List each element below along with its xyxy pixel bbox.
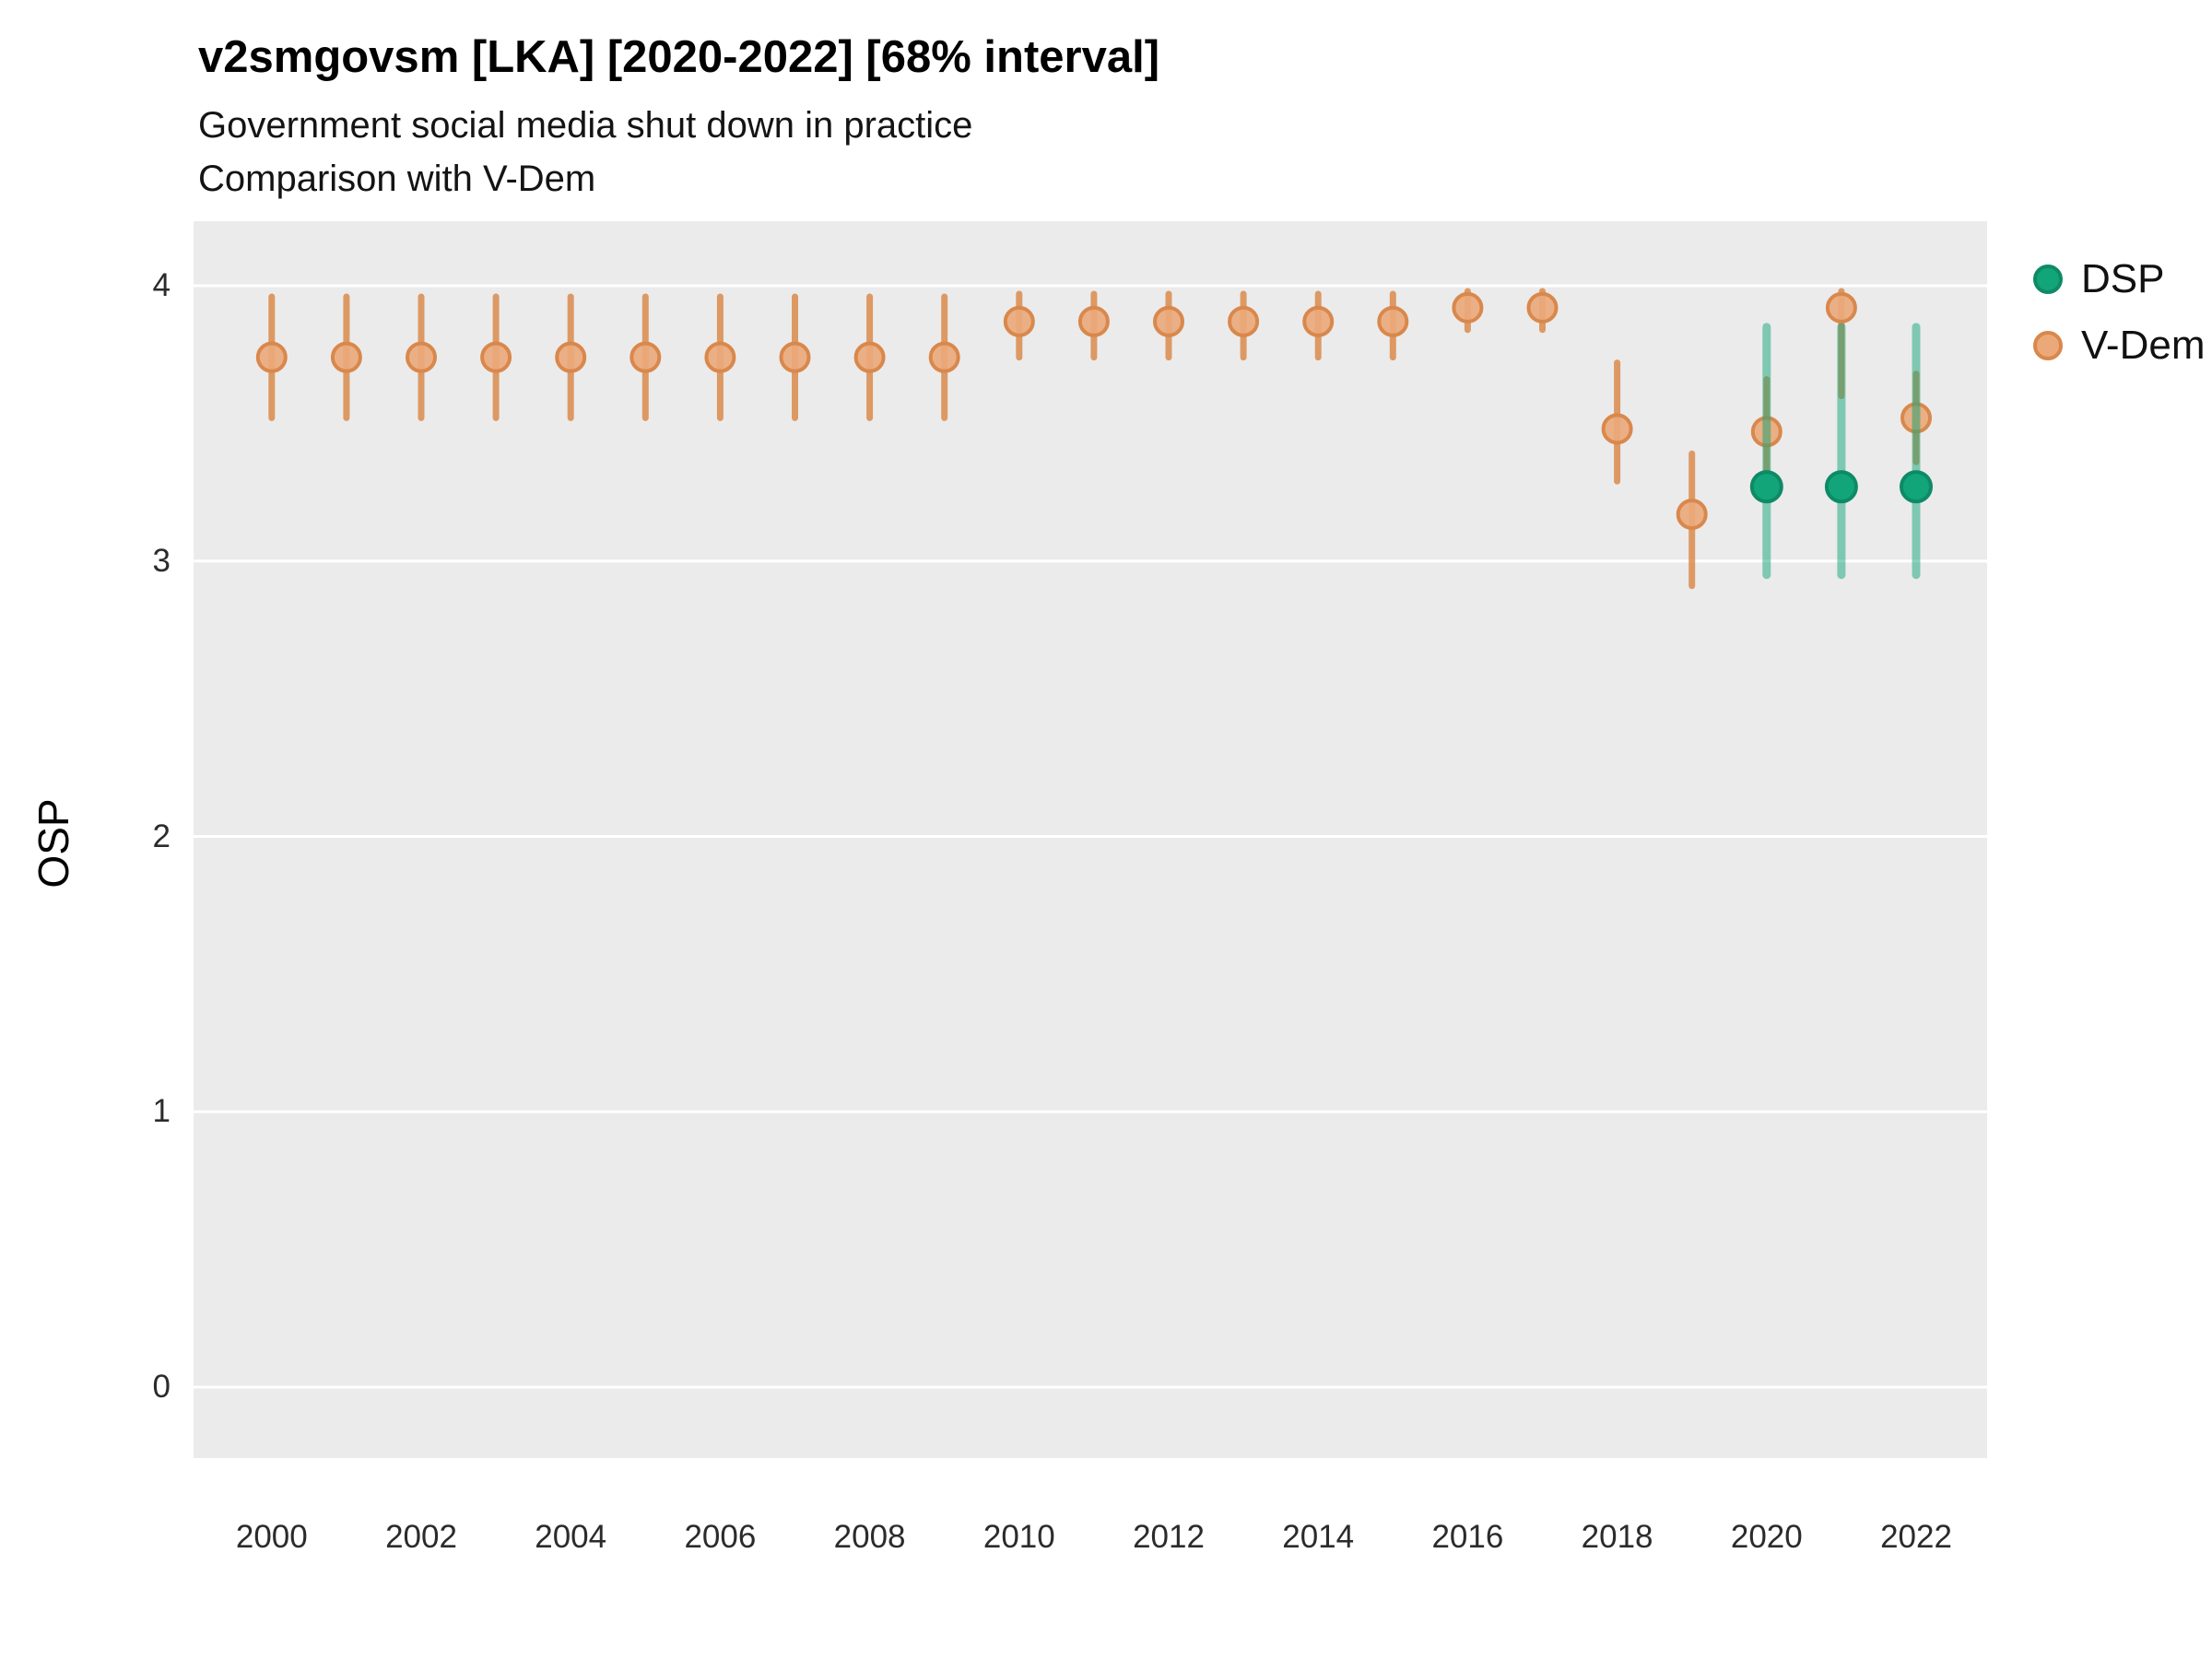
y-axis-label: OSP bbox=[29, 798, 77, 888]
x-tick-label: 2022 bbox=[1880, 1519, 1952, 1555]
x-tick-label: 2020 bbox=[1730, 1519, 1803, 1555]
legend-label: DSP bbox=[2081, 256, 2165, 301]
x-tick-label: 2006 bbox=[684, 1519, 757, 1555]
y-tick-label: 3 bbox=[152, 542, 171, 579]
legend-item-vdem: V-Dem bbox=[2033, 323, 2205, 369]
x-tick-label: 2016 bbox=[1431, 1519, 1504, 1555]
dsp-legend-dot-icon bbox=[2033, 265, 2063, 294]
chart-title: v2smgovsm [LKA] [2020-2022] [68% interva… bbox=[198, 32, 1160, 82]
legend-item-dsp: DSP bbox=[2033, 256, 2205, 302]
x-tick-label: 2010 bbox=[982, 1519, 1055, 1555]
chart-subtitle: Government social media shut down in pra… bbox=[198, 105, 973, 146]
legend-label: V-Dem bbox=[2081, 323, 2206, 368]
y-tick-label: 1 bbox=[152, 1093, 171, 1130]
x-tick-label: 2008 bbox=[833, 1519, 906, 1555]
chart-subtitle-2: Comparison with V-Dem bbox=[198, 159, 596, 199]
y-tick-label: 0 bbox=[152, 1369, 171, 1405]
y-tick-label: 2 bbox=[152, 818, 171, 854]
x-tick-label: 2012 bbox=[1133, 1519, 1205, 1555]
x-tick-label: 2000 bbox=[235, 1519, 308, 1555]
x-tick-label: 2018 bbox=[1581, 1519, 1653, 1555]
vdem-legend-dot-icon bbox=[2033, 331, 2063, 360]
x-tick-label: 2002 bbox=[385, 1519, 457, 1555]
x-tick-label: 2014 bbox=[1282, 1519, 1355, 1555]
legend: DSP V-Dem bbox=[2033, 256, 2205, 369]
plot-panel bbox=[194, 221, 1987, 1458]
y-tick-label: 4 bbox=[152, 267, 171, 303]
chart-canvas bbox=[194, 284, 1987, 1389]
x-tick-label: 2004 bbox=[535, 1519, 607, 1555]
